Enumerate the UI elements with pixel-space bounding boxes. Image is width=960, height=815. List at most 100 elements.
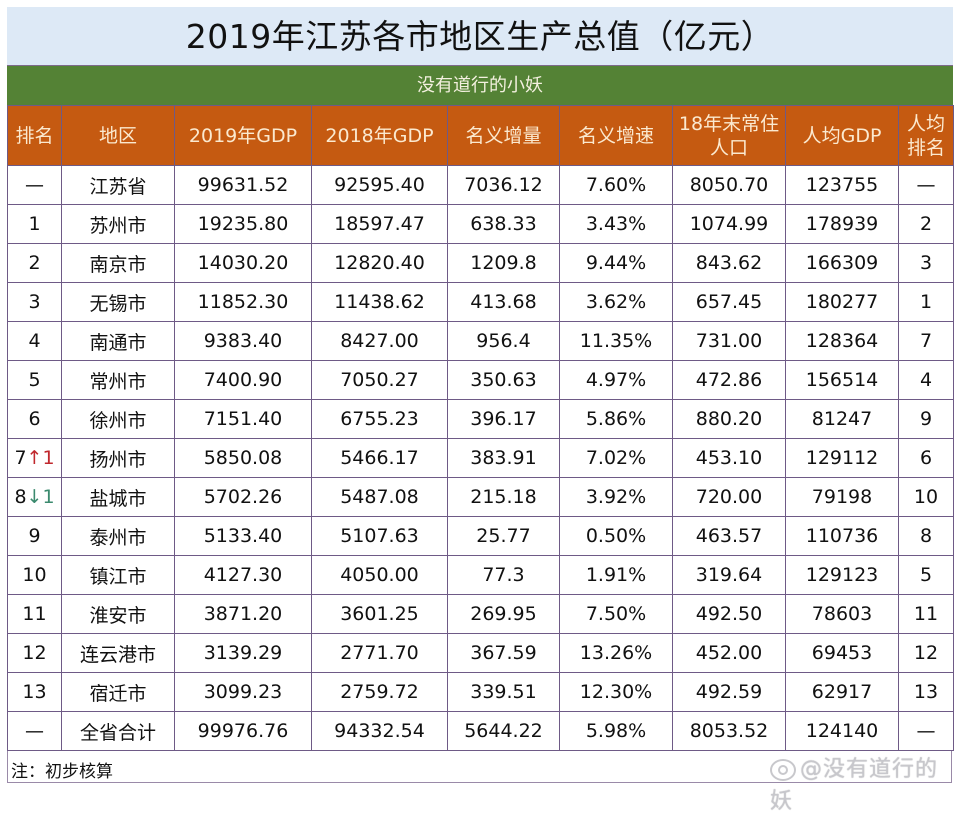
- cell-gdp-2018: 5107.63: [311, 516, 448, 556]
- header-nominal-growth: 名义增速: [559, 105, 673, 166]
- cell-per-capita-gdp: 79198: [785, 477, 899, 517]
- cell-nominal-increase: 215.18: [447, 477, 560, 517]
- header-nominal-increase: 名义增量: [447, 105, 560, 166]
- cell-gdp-2018: 3601.25: [311, 594, 448, 634]
- cell-region: 无锡市: [61, 282, 175, 322]
- rank-value: —: [25, 720, 44, 742]
- cell-per-capita-rank: —: [898, 165, 954, 205]
- weibo-icon: [770, 759, 796, 781]
- rank-value: 5: [28, 369, 41, 391]
- cell-rank: —: [7, 711, 62, 751]
- cell-per-capita-gdp: 180277: [785, 282, 899, 322]
- header-population-line2: 人口: [709, 136, 748, 159]
- cell-gdp-2018: 12820.40: [311, 243, 448, 283]
- cell-per-capita-gdp: 166309: [785, 243, 899, 283]
- rank-value: 7: [14, 447, 27, 469]
- header-gdp-2018: 2018年GDP: [311, 105, 448, 166]
- cell-gdp-2019: 9383.40: [174, 321, 312, 361]
- cell-rank: 10: [7, 555, 62, 595]
- cell-nominal-growth: 7.50%: [559, 594, 673, 634]
- table-row: 8↓1 盐城市 5702.26 5487.08 215.18 3.92% 720.00 791…: [7, 477, 954, 517]
- cell-gdp-2019: 5702.26: [174, 477, 312, 517]
- cell-gdp-2019: 5850.08: [174, 438, 312, 478]
- cell-population: 8050.70: [672, 165, 786, 205]
- rank-value: 11: [22, 603, 47, 625]
- cell-region: 连云港市: [61, 633, 175, 673]
- cell-per-capita-gdp: 123755: [785, 165, 899, 205]
- page-title: 2019年江苏各市地区生产总值（亿元）: [7, 7, 953, 66]
- rank-value: 1: [28, 213, 41, 235]
- cell-nominal-growth: 1.91%: [559, 555, 673, 595]
- cell-nominal-growth: 0.50%: [559, 516, 673, 556]
- rank-value: 13: [22, 681, 47, 703]
- cell-per-capita-rank: 3: [898, 243, 954, 283]
- author-banner: 没有道行的小妖: [7, 66, 953, 105]
- cell-gdp-2019: 19235.80: [174, 204, 312, 244]
- table-row: 10 镇江市 4127.30 4050.00 77.3 1.91% 319.64 129123…: [7, 555, 954, 595]
- table-row: 6 徐州市 7151.40 6755.23 396.17 5.86% 880.20 81247…: [7, 399, 954, 439]
- cell-nominal-growth: 11.35%: [559, 321, 673, 361]
- cell-gdp-2018: 5487.08: [311, 477, 448, 517]
- cell-rank: 4: [7, 321, 62, 361]
- cell-per-capita-rank: 1: [898, 282, 954, 322]
- table-row: 7↑1 扬州市 5850.08 5466.17 383.91 7.02% 453.10 129…: [7, 438, 954, 478]
- cell-nominal-increase: 956.4: [447, 321, 560, 361]
- rank-down-indicator: ↓1: [26, 486, 55, 508]
- rank-value: 2: [28, 252, 41, 274]
- cell-gdp-2019: 99976.76: [174, 711, 312, 751]
- cell-nominal-increase: 339.51: [447, 672, 560, 712]
- table-row: — 江苏省 99631.52 92595.40 7036.12 7.60% 8050.70 1…: [7, 165, 954, 205]
- cell-per-capita-rank: 6: [898, 438, 954, 478]
- cell-region: 盐城市: [61, 477, 175, 517]
- cell-population: 731.00: [672, 321, 786, 361]
- cell-gdp-2018: 11438.62: [311, 282, 448, 322]
- header-per-capita-rank-line1: 人均: [906, 112, 945, 135]
- cell-nominal-growth: 5.86%: [559, 399, 673, 439]
- cell-region: 江苏省: [61, 165, 175, 205]
- cell-gdp-2018: 8427.00: [311, 321, 448, 361]
- cell-population: 880.20: [672, 399, 786, 439]
- cell-per-capita-gdp: 78603: [785, 594, 899, 634]
- cell-per-capita-rank: —: [898, 711, 954, 751]
- table-row: 2 南京市 14030.20 12820.40 1209.8 9.44% 843.62 166…: [7, 243, 954, 283]
- table-row: 1 苏州市 19235.80 18597.47 638.33 3.43% 1074.99 17…: [7, 204, 954, 244]
- cell-per-capita-rank: 10: [898, 477, 954, 517]
- table-header-row: 排名 地区 2019年GDP 2018年GDP 名义增量 名义增速 18年末常住…: [7, 105, 954, 166]
- cell-gdp-2018: 18597.47: [311, 204, 448, 244]
- cell-per-capita-gdp: 129112: [785, 438, 899, 478]
- cell-population: 319.64: [672, 555, 786, 595]
- cell-nominal-growth: 9.44%: [559, 243, 673, 283]
- cell-population: 452.00: [672, 633, 786, 673]
- cell-per-capita-rank: 7: [898, 321, 954, 361]
- cell-nominal-increase: 25.77: [447, 516, 560, 556]
- cell-population: 720.00: [672, 477, 786, 517]
- cell-gdp-2018: 5466.17: [311, 438, 448, 478]
- cell-per-capita-gdp: 110736: [785, 516, 899, 556]
- cell-gdp-2018: 6755.23: [311, 399, 448, 439]
- cell-rank: 11: [7, 594, 62, 634]
- cell-nominal-increase: 5644.22: [447, 711, 560, 751]
- cell-population: 1074.99: [672, 204, 786, 244]
- cell-nominal-increase: 367.59: [447, 633, 560, 673]
- cell-population: 492.59: [672, 672, 786, 712]
- cell-nominal-growth: 13.26%: [559, 633, 673, 673]
- cell-nominal-increase: 350.63: [447, 360, 560, 400]
- rank-value: 9: [28, 525, 41, 547]
- cell-per-capita-rank: 2: [898, 204, 954, 244]
- cell-region: 苏州市: [61, 204, 175, 244]
- rank-value: 8: [14, 486, 27, 508]
- cell-gdp-2019: 5133.40: [174, 516, 312, 556]
- cell-per-capita-gdp: 62917: [785, 672, 899, 712]
- table-row: 4 南通市 9383.40 8427.00 956.4 11.35% 731.00 12836…: [7, 321, 954, 361]
- cell-population: 8053.52: [672, 711, 786, 751]
- cell-gdp-2018: 7050.27: [311, 360, 448, 400]
- cell-gdp-2018: 4050.00: [311, 555, 448, 595]
- cell-population: 492.50: [672, 594, 786, 634]
- cell-rank: 6: [7, 399, 62, 439]
- header-per-capita-rank: 人均 排名: [898, 105, 954, 166]
- cell-nominal-increase: 396.17: [447, 399, 560, 439]
- gdp-table: 排名 地区 2019年GDP 2018年GDP 名义增量 名义增速 18年末常住…: [7, 105, 954, 751]
- cell-population: 843.62: [672, 243, 786, 283]
- cell-gdp-2019: 11852.30: [174, 282, 312, 322]
- header-population: 18年末常住 人口: [672, 105, 786, 166]
